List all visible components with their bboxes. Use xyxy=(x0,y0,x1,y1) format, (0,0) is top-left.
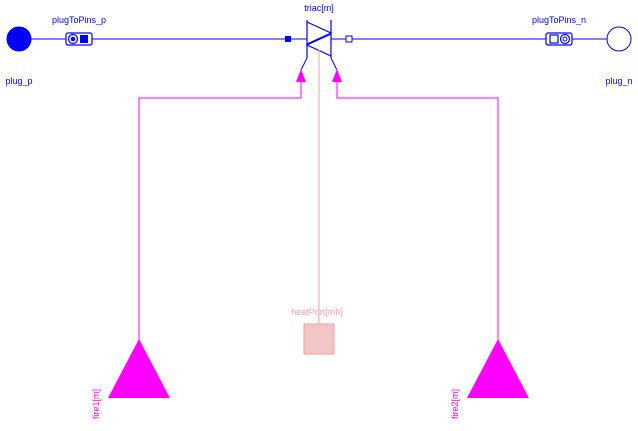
fire1-label: fire1[m] xyxy=(91,389,101,419)
heatport-label: heatPort[mh] xyxy=(291,307,343,317)
plugtopins-n-block[interactable] xyxy=(545,32,573,46)
plugtopins-p-block[interactable] xyxy=(65,32,93,46)
fire1-input[interactable] xyxy=(108,339,170,398)
wire-fire1[interactable] xyxy=(138,82,302,340)
triac-pin-n[interactable] xyxy=(345,35,353,43)
plug-p-connector[interactable] xyxy=(6,26,32,52)
fire2-label: fire2[m] xyxy=(450,389,460,419)
triac-gate-fire1-input[interactable] xyxy=(296,69,306,82)
plugtopins-p-label: plugToPins_p xyxy=(52,15,106,25)
triac-label: triac[m] xyxy=(304,3,334,13)
wire-fire2[interactable] xyxy=(336,82,499,340)
plug-p-label: plug_p xyxy=(5,76,32,86)
triac-pin-p[interactable] xyxy=(285,36,291,42)
triac-symbol[interactable] xyxy=(285,20,353,71)
plugtopins-n-label: plugToPins_n xyxy=(532,15,586,25)
plug-n-label: plug_n xyxy=(605,76,632,86)
triac-gate-fire2-input[interactable] xyxy=(332,69,342,82)
fire2-input[interactable] xyxy=(467,339,529,398)
heatport-connector[interactable] xyxy=(303,323,335,355)
plug-n-connector[interactable] xyxy=(606,26,632,52)
